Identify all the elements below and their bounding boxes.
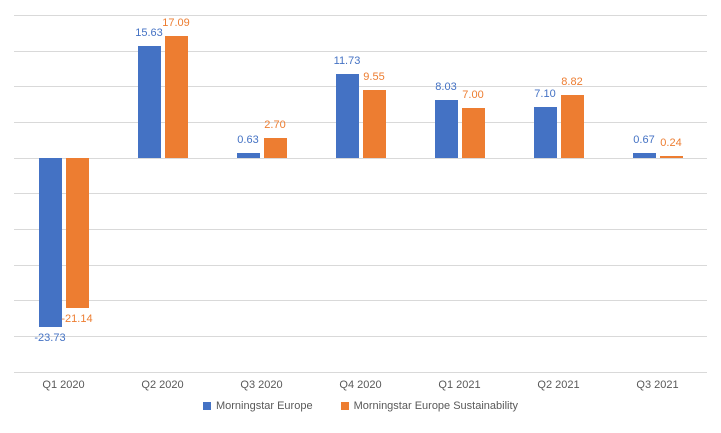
gridline <box>14 193 707 195</box>
gridline <box>14 86 707 88</box>
data-label: 11.73 <box>333 54 361 67</box>
bar-morningstar-europe <box>137 46 161 158</box>
gridline <box>14 336 707 338</box>
data-label: 8.82 <box>561 75 583 88</box>
zero-gridline <box>14 157 707 159</box>
x-axis-label: Q1 2020 <box>42 379 85 391</box>
gridline <box>14 264 707 266</box>
bar-morningstar-europe <box>38 157 62 327</box>
legend-label: Morningstar Europe Sustainability <box>353 400 519 412</box>
legend-item-morningstar-europe: Morningstar Europe <box>202 400 313 412</box>
x-axis-label: Q3 2020 <box>240 379 283 391</box>
bar-morningstar-europe-sustainability <box>164 35 188 158</box>
x-axis-label: Q2 2021 <box>537 379 580 391</box>
data-label: 0.63 <box>237 134 259 147</box>
bar-morningstar-europe-sustainability <box>362 89 386 158</box>
bar-morningstar-europe-sustainability <box>65 157 89 309</box>
data-label: -23.73 <box>34 331 66 344</box>
bar-morningstar-europe-sustainability <box>461 107 485 158</box>
gridline <box>14 300 707 302</box>
data-label: 15.63 <box>135 27 163 40</box>
data-label: 7.00 <box>462 88 484 101</box>
x-axis-label: Q2 2020 <box>141 379 184 391</box>
bar-morningstar-europe <box>434 100 458 158</box>
legend-item-morningstar-europe-sustainability: Morningstar Europe Sustainability <box>340 400 519 412</box>
data-label: 9.55 <box>363 70 385 83</box>
legend-swatch <box>340 402 349 410</box>
data-label: 8.03 <box>435 81 457 94</box>
data-label: 0.67 <box>633 133 655 146</box>
gridline <box>14 122 707 123</box>
gridline <box>14 50 707 52</box>
data-label: 2.70 <box>264 119 286 132</box>
bar-morningstar-europe <box>335 73 359 158</box>
x-axis-label: Q4 2020 <box>339 379 382 391</box>
x-axis-label: Q1 2021 <box>438 379 481 391</box>
data-label: 7.10 <box>534 88 556 101</box>
bar-morningstar-europe-sustainability <box>560 94 584 158</box>
legend-swatch <box>202 402 211 410</box>
gridline <box>14 371 707 373</box>
bar-morningstar-europe-sustainability <box>263 138 287 158</box>
legend-label: Morningstar Europe <box>215 400 313 412</box>
x-axis-label: Q3 2021 <box>636 379 679 391</box>
data-label: 17.09 <box>162 16 190 29</box>
gridline <box>14 229 707 231</box>
bar-morningstar-europe <box>236 153 260 158</box>
bar-morningstar-europe-sustainability <box>659 155 683 158</box>
data-label: 0.24 <box>660 136 682 149</box>
bar-morningstar-europe <box>533 107 557 158</box>
data-label: -21.14 <box>61 313 93 326</box>
bar-morningstar-europe <box>632 152 656 158</box>
legend: Morningstar Europe Morningstar Europe Sus… <box>0 400 721 412</box>
gridline <box>14 15 707 16</box>
